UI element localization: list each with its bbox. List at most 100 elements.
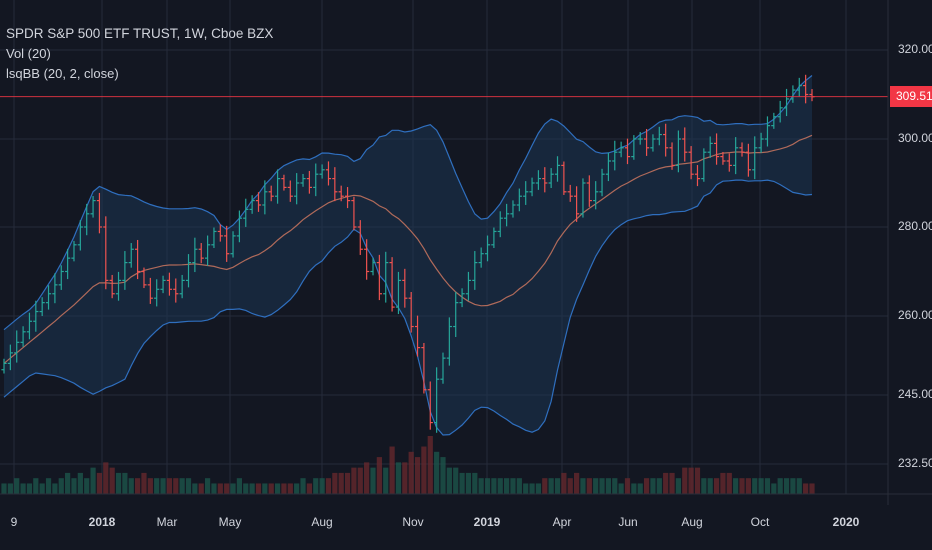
volume-bar xyxy=(783,478,790,494)
volume-bar xyxy=(14,478,20,494)
volume-bar xyxy=(281,483,287,494)
ohlc-bar xyxy=(243,198,249,227)
volume-bar xyxy=(344,472,351,494)
ohlc-bar xyxy=(135,239,141,280)
volume-bar xyxy=(313,478,319,494)
ohlc-bar xyxy=(701,148,707,182)
volume-bar xyxy=(236,478,243,494)
ohlc-bar xyxy=(650,134,656,152)
volume-bar xyxy=(287,483,293,494)
ohlc-bar xyxy=(338,185,344,202)
volume-bar xyxy=(128,478,134,494)
volume-bar xyxy=(109,467,115,494)
ohlc-bar xyxy=(198,243,204,264)
ohlc-bar xyxy=(803,74,809,104)
upper-band-line xyxy=(3,75,813,331)
volume-bar xyxy=(166,478,173,494)
ohlc-bar xyxy=(414,315,421,357)
volume-bar xyxy=(440,457,446,494)
volume-bar xyxy=(338,472,344,494)
volume-bar xyxy=(758,478,764,494)
volume-bar xyxy=(395,462,402,494)
symbol-title[interactable]: SPDR S&P 500 ETF TRUST, 1W, Cboe BZX xyxy=(6,26,274,41)
ohlc-bar xyxy=(364,239,370,280)
volume-bar xyxy=(332,472,338,494)
volume-bar xyxy=(255,483,262,494)
ohlc-bar xyxy=(733,137,739,175)
volume-bar xyxy=(650,478,656,494)
volume-bar xyxy=(809,483,815,494)
volume-bar xyxy=(573,472,580,494)
volume-bar xyxy=(26,483,33,494)
ohlc-bar xyxy=(319,164,325,179)
ohlc-bar xyxy=(567,184,573,202)
ohlc-bar xyxy=(300,173,306,187)
volume-bar xyxy=(58,478,64,494)
ohlc-bar xyxy=(166,272,173,296)
volume-indicator-label[interactable]: Vol (20) xyxy=(6,46,51,61)
ohlc-bar xyxy=(1,358,7,374)
ohlc-bar xyxy=(663,123,669,157)
ohlc-bar xyxy=(281,174,287,191)
ohlc-bar xyxy=(675,130,681,173)
volume-bar xyxy=(707,478,713,494)
volume-bar xyxy=(122,472,128,494)
volume-bar xyxy=(504,478,510,494)
ohlc-bar xyxy=(325,161,332,186)
volume-bar xyxy=(777,478,783,494)
price-axis-tick-label: 245.00 xyxy=(898,387,932,401)
time-axis-tick-label: May xyxy=(218,515,242,529)
ohlc-bar xyxy=(370,257,376,276)
volume-bar xyxy=(484,478,491,494)
ohlc-bar xyxy=(383,251,389,303)
volume-bar xyxy=(612,478,618,494)
volume-bar xyxy=(306,483,312,494)
volume-bar xyxy=(561,472,567,494)
ohlc-bar xyxy=(771,112,777,129)
bollinger-indicator-label[interactable]: lsqBB (20, 2, close) xyxy=(6,66,119,81)
ohlc-bar xyxy=(90,195,96,218)
volume-bar xyxy=(643,478,650,494)
volume-bar xyxy=(7,483,13,494)
volume-bar xyxy=(147,478,153,494)
volume-bar xyxy=(739,478,745,494)
ohlc-bar xyxy=(694,165,701,187)
volume-bar xyxy=(523,483,529,494)
volume-bar xyxy=(65,472,71,494)
ohlc-bar xyxy=(395,271,402,315)
volume-bar xyxy=(624,478,631,494)
volume-bar xyxy=(434,451,440,494)
volume-bar xyxy=(198,483,204,494)
ohlc-bar xyxy=(154,279,160,307)
ohlc-bar xyxy=(306,170,312,194)
ohlc-bar xyxy=(535,170,542,190)
volume-bar xyxy=(325,478,332,494)
lower-band-line xyxy=(3,179,813,436)
ohlc-bar xyxy=(71,240,77,262)
volume-bar xyxy=(427,436,433,494)
ohlc-bar xyxy=(453,291,459,337)
volume-bar xyxy=(389,446,395,494)
last-price-tag: 309.51 xyxy=(890,86,932,107)
volume-bar xyxy=(39,483,45,494)
volume-bar xyxy=(71,478,77,494)
ohlc-bar xyxy=(192,237,198,273)
ohlc-bar xyxy=(631,135,637,160)
volume-bar xyxy=(224,483,230,494)
ohlc-bar xyxy=(96,192,103,234)
ohlc-bar xyxy=(160,275,166,294)
volume-bar xyxy=(459,472,465,494)
ohlc-bar xyxy=(185,254,192,288)
ohlc-bar xyxy=(173,278,179,303)
ohlc-bar xyxy=(65,248,71,280)
time-axis-tick-label: Jun xyxy=(618,515,638,529)
volume-bar xyxy=(535,483,542,494)
ohlc-bar xyxy=(783,88,790,117)
middle-band-line xyxy=(3,134,813,364)
ohlc-bar xyxy=(287,180,293,202)
ohlc-bar xyxy=(669,142,675,170)
ohlc-bar xyxy=(7,344,13,371)
volume-bar xyxy=(230,483,236,494)
time-axis-tick-label: Apr xyxy=(552,515,572,529)
